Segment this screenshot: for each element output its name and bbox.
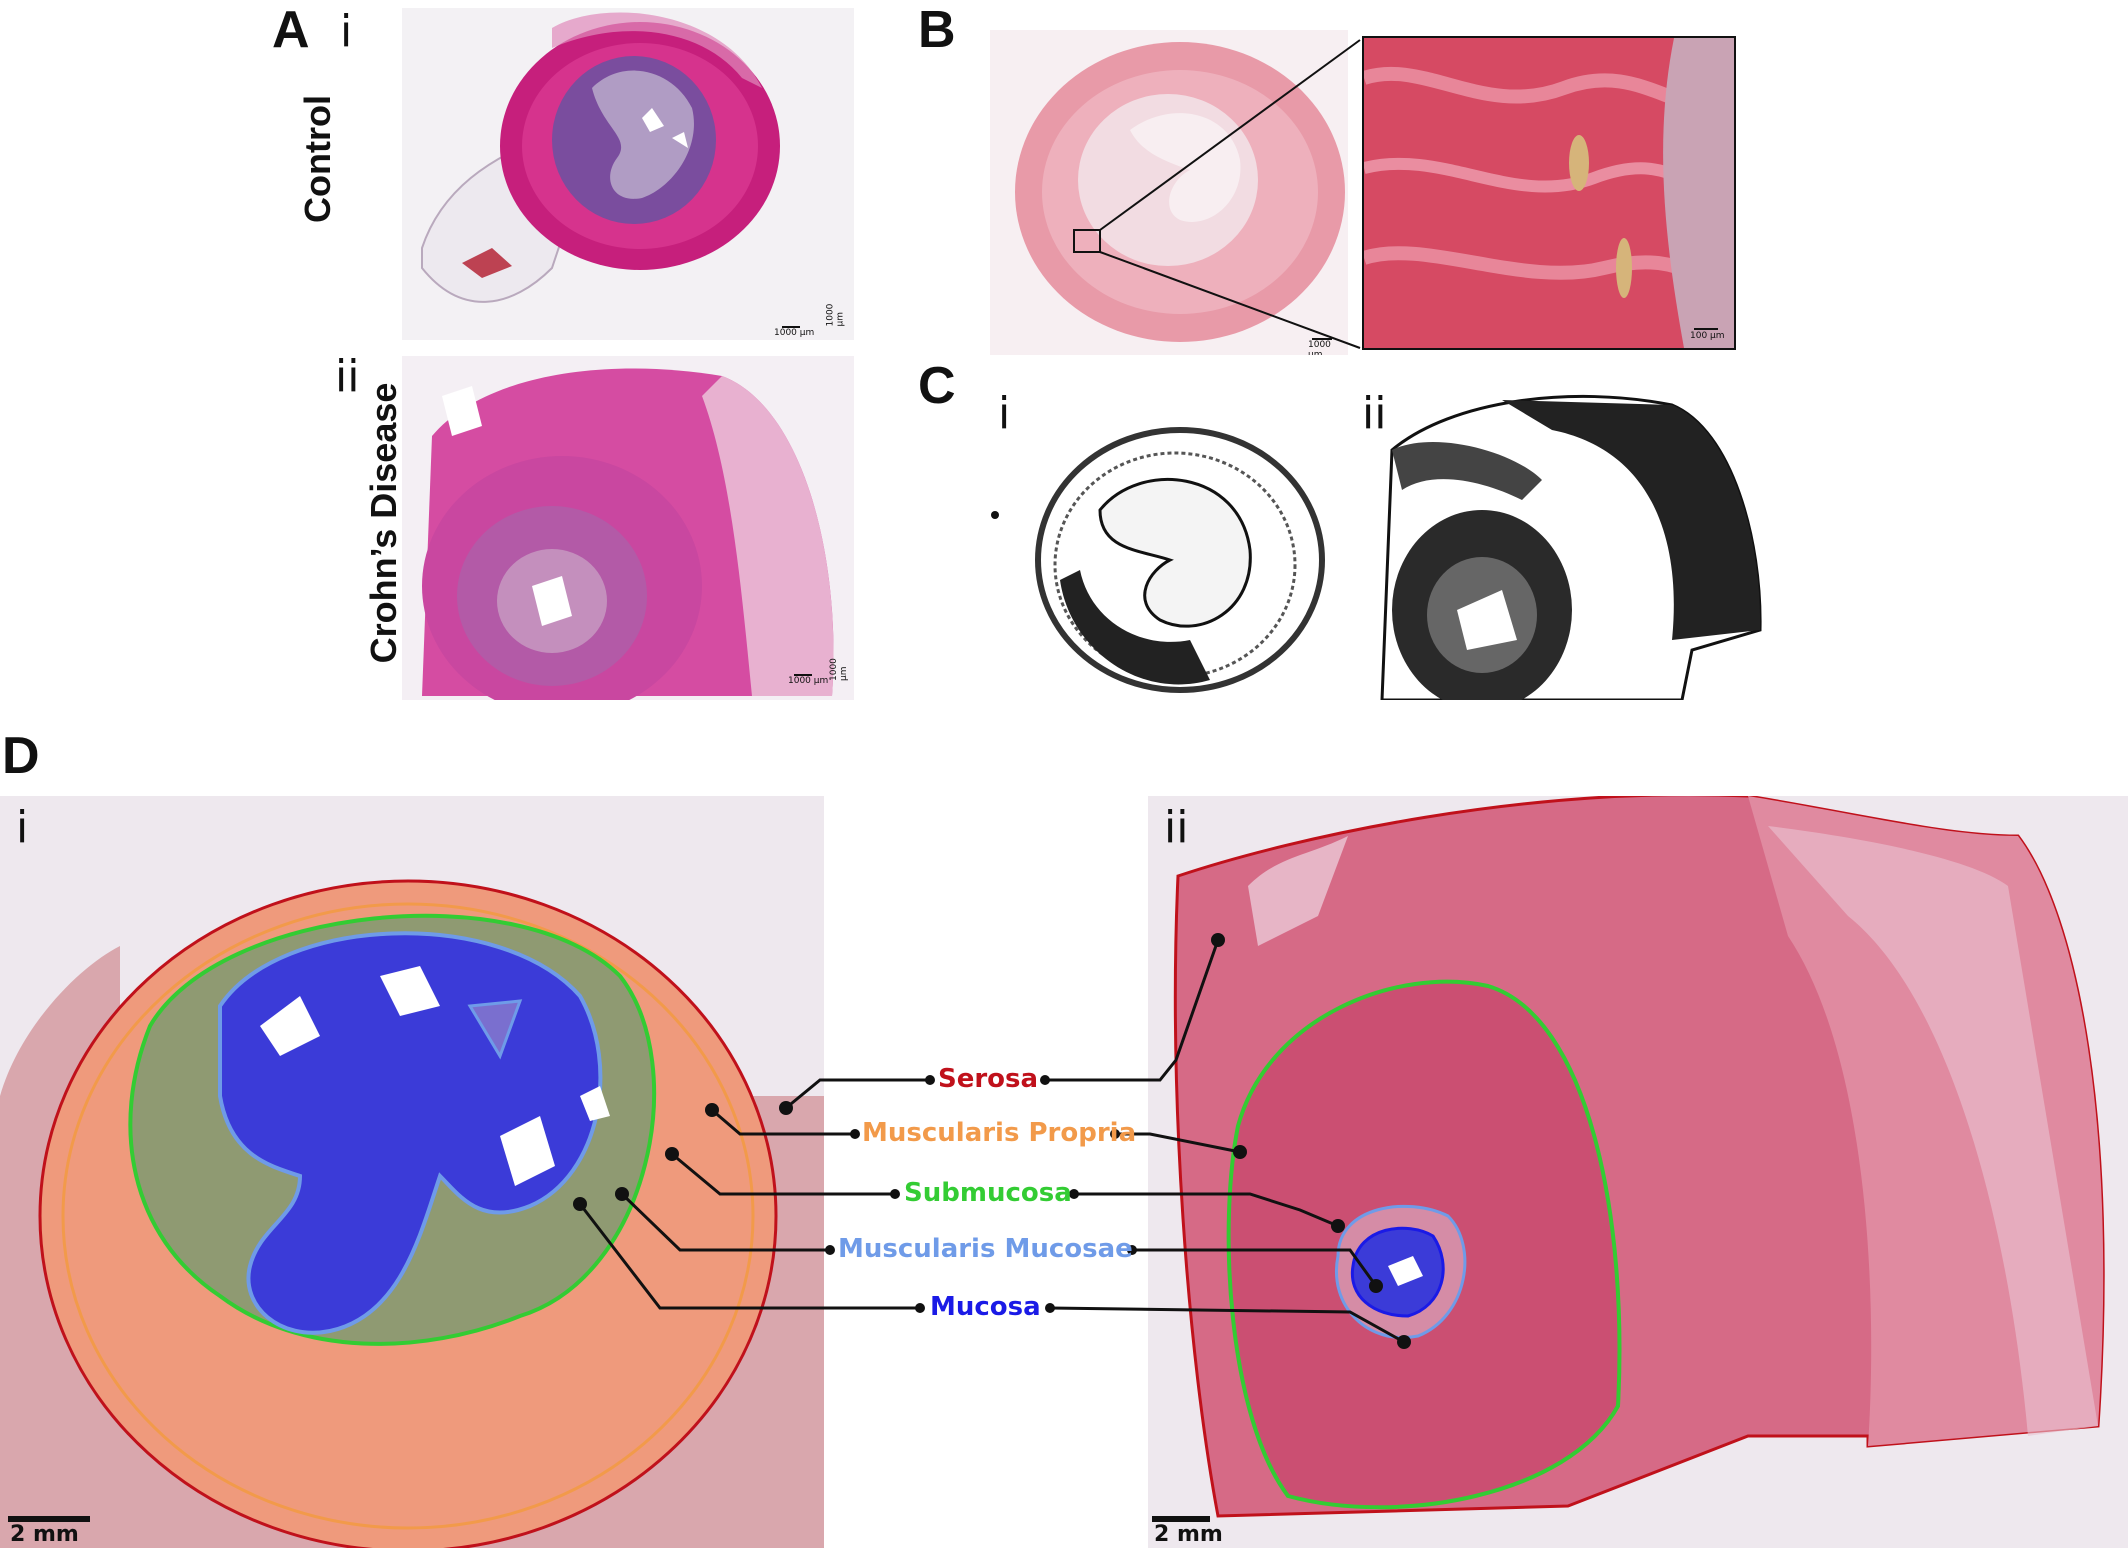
segmented-control-image: 2 mm i	[0, 796, 824, 1548]
scale-bar	[782, 326, 800, 328]
panel-a-i-label: i	[340, 6, 353, 57]
threshold-control-image	[990, 410, 1330, 720]
scale-bar	[1152, 1516, 1210, 1522]
threshold-crohns-image	[1372, 390, 1772, 700]
scale-bar	[8, 1516, 90, 1522]
panel-a-letter: A	[272, 1, 310, 59]
scale-text: 2 mm	[1154, 1522, 1223, 1547]
crohns-he-image: 1000 µm 1000 µm	[402, 356, 854, 700]
panel-d-i-label: i	[16, 802, 29, 853]
panel-a-ii-label: ii	[335, 351, 360, 402]
panel-d-ii-label: ii	[1164, 802, 1189, 853]
panel-c-ii-label: ii	[1362, 388, 1387, 439]
panel-c-i-label: i	[998, 388, 1011, 439]
sirius-red-zoom-image: 100 µm	[1362, 36, 1736, 350]
scale-bar	[794, 674, 812, 676]
scale-text: 2 mm	[10, 1522, 79, 1547]
segmented-crohns-image: 2 mm ii	[1148, 796, 2128, 1548]
label-muscularis-mucosae: Muscularis Mucosae	[838, 1234, 1133, 1264]
scale-text: 100 µm	[1690, 331, 1725, 341]
label-submucosa: Submucosa	[904, 1178, 1072, 1208]
scale-text: 1000 µm	[774, 328, 815, 338]
label-serosa: Serosa	[938, 1064, 1039, 1094]
scale-text: 1000 µm	[1308, 340, 1331, 355]
scale-bar	[1694, 328, 1718, 330]
scale-text: 1000 µm	[788, 676, 829, 686]
panel-c-letter: C	[918, 357, 956, 415]
label-mucosa: Mucosa	[930, 1292, 1041, 1322]
control-he-image: 1000 µm 1000 µm	[402, 8, 854, 340]
panel-d-letter: D	[2, 727, 40, 785]
scale-bar	[1312, 338, 1332, 340]
label-muscularis-propria: Muscularis Propria	[862, 1118, 1137, 1148]
zoom-connector-lines	[1099, 39, 1361, 349]
panel-b-letter: B	[918, 1, 956, 59]
